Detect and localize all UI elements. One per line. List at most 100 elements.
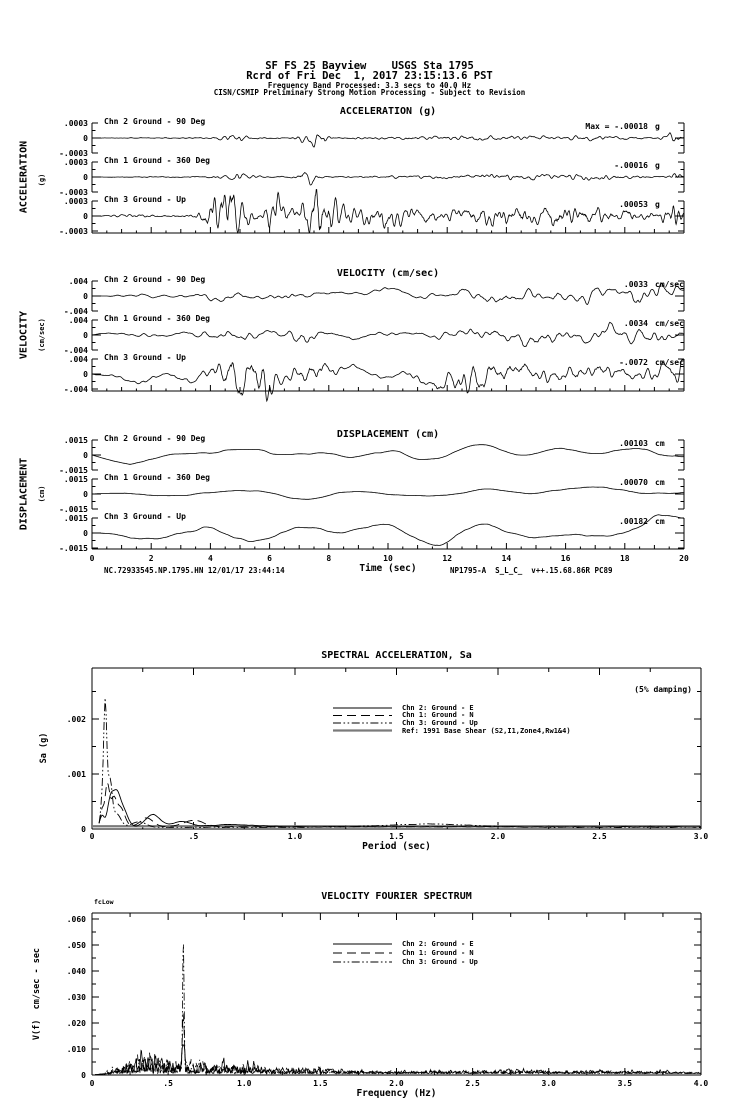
x-tick-label: 18 [620, 554, 630, 563]
channel-label: Chn 3 Ground - Up [104, 512, 186, 521]
y-tick-label: -.0015 [59, 505, 88, 514]
waveform-displacement-trace3 [92, 514, 685, 546]
x-tick-label: 4 [208, 554, 213, 563]
velocity-axis-label: VELOCITY [18, 310, 30, 360]
y-tick-label: .030 [67, 993, 86, 1002]
y-tick-label: -.0003 [59, 227, 88, 236]
x-tick-label: 1.5 [313, 1079, 328, 1088]
channel-label: Chn 3 Ground - Up [104, 195, 186, 204]
y-tick-label: .001 [67, 770, 86, 779]
waveform-velocity-trace1 [92, 283, 685, 305]
sa-legend-entry-chn2: Chn 2: Ground - E [402, 704, 474, 712]
y-tick-label: 0 [83, 451, 88, 460]
x-tick-label: .5 [189, 832, 199, 841]
sa-plot: 0 .001 .002 0 .5 1.0 1.5 2.0 2.5 3.0 [67, 667, 708, 841]
x-tick-label: 6 [267, 554, 272, 563]
peak-unit: cm [655, 478, 665, 487]
y-tick-label: 0 [83, 331, 88, 340]
x-tick-label: 20 [679, 554, 689, 563]
channel-label: Chn 1 Ground - 360 Deg [104, 314, 210, 323]
x-tick-label: 8 [326, 554, 331, 563]
peak-value: .0034 [624, 319, 648, 328]
sa-legend-entry-chn3: Chn 3: Ground - Up [402, 719, 478, 727]
waveform-acceleration-trace3 [92, 189, 685, 234]
y-tick-label: .0015 [64, 436, 88, 445]
x-tick-label: 0 [90, 554, 95, 563]
acceleration-axis-unit: (g) [38, 173, 46, 187]
sa-curve-1 [98, 789, 701, 828]
y-tick-label: .020 [67, 1019, 86, 1028]
y-tick-label: .004 [69, 355, 88, 364]
y-tick-label: .0003 [64, 197, 88, 206]
y-tick-label: 0 [83, 173, 88, 182]
y-tick-label: 0 [81, 1071, 86, 1080]
y-tick-label: .0003 [64, 158, 88, 167]
displacement-axis-label: DISPLACEMENT [18, 457, 30, 531]
y-tick-label: .0015 [64, 475, 88, 484]
y-tick-label: .060 [67, 915, 86, 924]
x-tick-label: 0 [90, 1079, 95, 1088]
station-title: SF FS 25 Bayview USGS Sta 1795 [265, 60, 474, 72]
y-tick-label: -.0015 [59, 466, 88, 475]
x-tick-label: 14 [502, 554, 512, 563]
channel-label: Chn 2 Ground - 90 Deg [104, 275, 205, 284]
x-tick-label: 10 [383, 554, 393, 563]
channel-label: Chn 1 Ground - 360 Deg [104, 156, 210, 165]
frequency-axis-label: Frequency (Hz) [356, 1088, 437, 1099]
y-tick-label: -.004 [64, 307, 88, 316]
x-tick-label: .5 [163, 1079, 173, 1088]
period-axis-label: Period (sec) [362, 841, 431, 852]
channel-label: Chn 2 Ground - 90 Deg [104, 434, 205, 443]
y-tick-label: -.004 [64, 385, 88, 394]
acceleration-title: ACCELERATION (g) [339, 106, 437, 117]
waveform-velocity-trace3 [91, 359, 685, 403]
x-tick-label: 1.5 [389, 832, 404, 841]
y-tick-label: 0 [83, 490, 88, 499]
y-tick-label: -.0015 [59, 544, 88, 553]
x-tick-label: 12 [442, 554, 452, 563]
waveform-velocity-trace2 [91, 321, 685, 348]
x-tick-label: 2.0 [389, 1079, 404, 1088]
sa-axis-label: Sa (g) [39, 732, 49, 764]
peak-value: .00053 [619, 200, 648, 209]
y-tick-label: 0 [83, 212, 88, 221]
waveform-acceleration-trace2 [92, 171, 685, 186]
x-tick-label: 16 [561, 554, 571, 563]
velocity-axis-unit: (cm/sec) [38, 318, 46, 352]
y-tick-label: .040 [67, 967, 86, 976]
record-id-footer: NC.72933545.NP.1795.HN 12/01/17 23:44:14 [104, 566, 285, 575]
displacement-group-plot: Chn 2 Ground - 90 Deg .00103 cm .0015 0 -.001… [59, 434, 685, 553]
y-tick-label: -.0003 [59, 149, 88, 158]
fourier-curve-1 [95, 1043, 702, 1076]
peak-unit: g [655, 161, 660, 170]
record-datetime: Rcrd of Fri Dec 1, 2017 23:15:13.6 PST [246, 70, 493, 82]
acceleration-axis-label: ACCELERATION [18, 140, 30, 214]
waveform-displacement-trace1 [91, 444, 684, 465]
peak-value: -.00016 [614, 161, 648, 170]
fourier-legend-entry-chn2: Chn 2: Ground - E [402, 940, 474, 948]
velocity-group-plot: Chn 2 Ground - 90 Deg .0033 cm/sec .004 0 -.0… [64, 275, 685, 403]
sa-title: SPECTRAL ACCELERATION, Sa [321, 650, 472, 661]
x-tick-label: 3.0 [542, 1079, 557, 1088]
damping-note: (5% damping) [634, 685, 692, 694]
y-tick-label: .004 [69, 277, 88, 286]
y-tick-label: .004 [69, 316, 88, 325]
peak-value: .00070 [619, 478, 648, 487]
peak-unit: cm/sec [655, 280, 684, 289]
time-axis-tick-labels: 0 2 4 6 8 10 12 14 16 18 20 [90, 554, 689, 563]
y-tick-label: 0 [81, 825, 86, 834]
processing-disclaimer: CISN/CSMIP Preliminary Strong Motion Pro… [213, 88, 526, 97]
x-tick-label: 4.0 [694, 1079, 709, 1088]
sa-legend-entry-chn1: Chn 1: Ground - N [402, 711, 474, 719]
displacement-title: DISPLACEMENT (cm) [336, 429, 440, 440]
x-tick-label: 2.0 [491, 832, 506, 841]
peak-value: .00182 [619, 517, 648, 526]
waveform-acceleration-trace1 [92, 132, 684, 148]
y-tick-label: 0 [83, 529, 88, 538]
channel-label: Chn 3 Ground - Up [104, 353, 186, 362]
sa-curve-3 [98, 698, 701, 829]
peak-value: -.0072 [619, 358, 648, 367]
peak-unit: cm/sec [655, 358, 684, 367]
